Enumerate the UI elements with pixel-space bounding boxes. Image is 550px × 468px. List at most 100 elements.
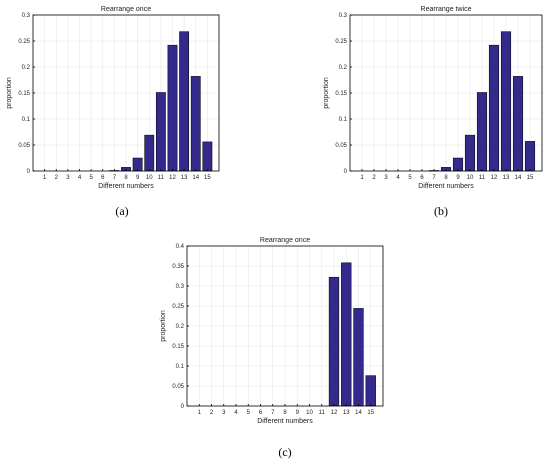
x-tick-label: 15 bbox=[527, 175, 534, 181]
x-tick-label: 14 bbox=[515, 175, 522, 181]
x-tick-label: 12 bbox=[169, 175, 176, 181]
x-tick-label: 7 bbox=[113, 175, 117, 181]
bar-13 bbox=[341, 262, 352, 407]
x-tick-label: 2 bbox=[210, 410, 214, 416]
x-tick-label: 3 bbox=[66, 175, 70, 181]
chart-title: Rearrange twice bbox=[421, 6, 472, 13]
chart-panel-1: 00.050.10.150.20.250.31 2 3 4 5 6 7 8 9 10 11 12 13 1… bbox=[6, 6, 220, 218]
x-tick-label: 9 bbox=[456, 175, 460, 181]
x-axis-label: Different numbers bbox=[257, 418, 313, 425]
y-tick-label: 0.3 bbox=[176, 284, 185, 290]
y-tick-label: 0.25 bbox=[18, 39, 30, 45]
y-tick-label: 0.2 bbox=[339, 65, 348, 71]
y-tick-label: 0.3 bbox=[22, 13, 31, 19]
y-tick-label: 0.05 bbox=[335, 143, 347, 149]
x-tick-label: 11 bbox=[479, 175, 486, 181]
y-tick-label: 0 bbox=[344, 169, 348, 175]
y-tick-label: 0.4 bbox=[176, 244, 185, 250]
y-axis-label: proportion bbox=[160, 310, 167, 342]
bar-15 bbox=[365, 375, 376, 407]
x-tick-label: 14 bbox=[355, 410, 362, 416]
x-tick-label: 10 bbox=[146, 175, 153, 181]
y-tick-label: 0.15 bbox=[18, 91, 30, 97]
x-tick-label: 13 bbox=[181, 175, 188, 181]
y-tick-label: 0.35 bbox=[172, 264, 184, 270]
x-tick-label: 10 bbox=[467, 175, 474, 181]
x-tick-label: 4 bbox=[396, 175, 400, 181]
x-tick-label: 1 bbox=[360, 175, 364, 181]
y-tick-label: 0.25 bbox=[172, 304, 184, 310]
bar-15 bbox=[524, 141, 536, 172]
chart-title: Rearrange once bbox=[101, 6, 151, 13]
chart-panel-3: 00.050.10.150.20.250.30.350.41 2 3 4 5 6 7 8 9 10… bbox=[160, 237, 384, 459]
panel-label: (c) bbox=[278, 445, 291, 459]
bar-11 bbox=[476, 92, 488, 172]
bar-14 bbox=[353, 308, 364, 407]
x-tick-label: 13 bbox=[343, 410, 350, 416]
y-tick-label: 0.1 bbox=[176, 364, 185, 370]
x-tick-label: 4 bbox=[234, 410, 238, 416]
y-axis-label: proportion bbox=[6, 77, 13, 109]
x-tick-label: 13 bbox=[503, 175, 510, 181]
y-tick-label: 0.15 bbox=[335, 91, 347, 97]
x-tick-label: 11 bbox=[319, 410, 326, 416]
x-tick-label: 1 bbox=[43, 175, 47, 181]
bar-12 bbox=[328, 276, 340, 407]
x-tick-label: 6 bbox=[259, 410, 263, 416]
x-tick-label: 7 bbox=[271, 410, 275, 416]
bar-14 bbox=[190, 76, 201, 172]
y-tick-label: 0.1 bbox=[339, 117, 348, 123]
y-tick-label: 0.05 bbox=[18, 143, 30, 149]
y-tick-label: 0 bbox=[27, 169, 31, 175]
bar-12 bbox=[167, 44, 178, 172]
bar-13 bbox=[179, 31, 190, 172]
chart-panel-2: 00.050.10.150.20.250.31 2 3 4 5 6 7 8 9 10 11 12 13 1… bbox=[323, 6, 543, 218]
x-tick-label: 9 bbox=[136, 175, 140, 181]
chart-title: Rearrange once bbox=[260, 237, 310, 244]
x-tick-label: 11 bbox=[158, 175, 165, 181]
x-tick-label: 7 bbox=[432, 175, 436, 181]
x-tick-label: 15 bbox=[204, 175, 211, 181]
x-tick-label: 10 bbox=[306, 410, 313, 416]
bar-12 bbox=[488, 44, 500, 172]
panel-label: (b) bbox=[434, 204, 448, 218]
x-tick-label: 2 bbox=[55, 175, 59, 181]
x-tick-label: 12 bbox=[491, 175, 498, 181]
bar-10 bbox=[464, 134, 476, 172]
x-tick-label: 6 bbox=[420, 175, 424, 181]
x-tick-label: 3 bbox=[222, 410, 226, 416]
x-tick-label: 6 bbox=[101, 175, 105, 181]
y-tick-label: 0.05 bbox=[172, 384, 184, 390]
x-tick-label: 5 bbox=[408, 175, 412, 181]
x-tick-label: 12 bbox=[331, 410, 338, 416]
x-tick-label: 5 bbox=[89, 175, 93, 181]
bar-14 bbox=[512, 76, 524, 172]
bar-15 bbox=[202, 141, 213, 172]
x-tick-label: 1 bbox=[198, 410, 202, 416]
y-tick-label: 0.3 bbox=[339, 13, 348, 19]
x-tick-label: 2 bbox=[372, 175, 376, 181]
y-tick-label: 0.2 bbox=[176, 324, 185, 330]
x-tick-label: 8 bbox=[124, 175, 128, 181]
bar-13 bbox=[500, 31, 512, 172]
y-tick-label: 0.15 bbox=[172, 344, 184, 350]
x-tick-label: 14 bbox=[192, 175, 199, 181]
x-tick-label: 5 bbox=[247, 410, 251, 416]
x-tick-label: 4 bbox=[78, 175, 82, 181]
x-tick-label: 3 bbox=[384, 175, 388, 181]
y-tick-label: 0.1 bbox=[22, 117, 31, 123]
x-tick-label: 8 bbox=[444, 175, 448, 181]
y-tick-label: 0.2 bbox=[22, 65, 31, 71]
panel-label: (a) bbox=[115, 204, 128, 218]
x-tick-label: 9 bbox=[296, 410, 300, 416]
x-tick-label: 15 bbox=[367, 410, 374, 416]
x-tick-label: 8 bbox=[283, 410, 287, 416]
x-axis-label: Different numbers bbox=[418, 183, 474, 190]
bar-11 bbox=[155, 92, 166, 172]
y-axis-label: proportion bbox=[323, 77, 330, 109]
x-axis-label: Different numbers bbox=[98, 183, 154, 190]
bar-10 bbox=[144, 134, 155, 172]
y-tick-label: 0 bbox=[181, 404, 185, 410]
y-tick-label: 0.25 bbox=[335, 39, 347, 45]
